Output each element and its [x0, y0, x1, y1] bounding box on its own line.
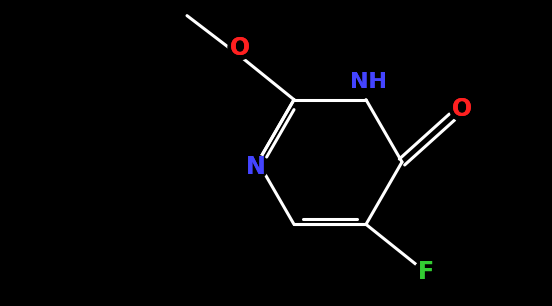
- Text: O: O: [452, 97, 472, 121]
- Text: F: F: [418, 260, 434, 284]
- Text: N: N: [246, 155, 266, 179]
- Text: F: F: [418, 260, 434, 284]
- Circle shape: [356, 70, 380, 94]
- Circle shape: [414, 260, 438, 284]
- Circle shape: [450, 97, 474, 121]
- Text: NH: NH: [349, 72, 386, 91]
- Circle shape: [228, 35, 252, 60]
- Text: NH: NH: [349, 72, 386, 91]
- Text: O: O: [452, 97, 472, 121]
- Text: N: N: [246, 155, 266, 179]
- Circle shape: [244, 155, 268, 179]
- Text: O: O: [230, 35, 250, 60]
- Text: O: O: [230, 35, 250, 60]
